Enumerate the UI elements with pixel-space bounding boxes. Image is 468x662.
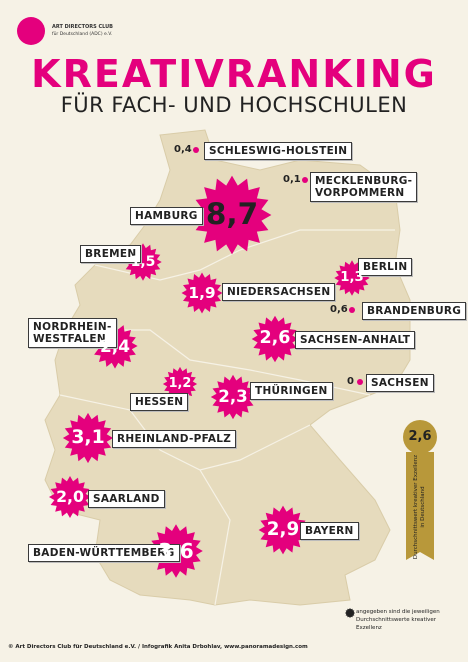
org-name: ART DIRECTORS CLUB	[52, 24, 113, 30]
state-marker	[349, 307, 355, 313]
state-value: 0,4	[174, 144, 192, 155]
average-label: Durchschnittswert kreativer Exzellenz in…	[413, 454, 426, 560]
legend-star	[345, 608, 355, 618]
state-star	[192, 175, 272, 255]
state-value: 3,1	[71, 426, 105, 448]
state-value: 3,6	[158, 538, 194, 563]
footer: © Art Directors Club für Deutschland e.V…	[8, 644, 308, 650]
state-value: 2,3	[218, 387, 248, 406]
average-ribbon	[406, 452, 434, 560]
state-label: BAYERN	[300, 522, 359, 540]
state-label: HESSEN	[130, 393, 189, 411]
average-value: 2,6	[408, 429, 432, 444]
state-label: NORDRHEIN- WESTFALEN	[28, 318, 117, 348]
state-star	[62, 412, 114, 464]
state-label: SAARLAND	[88, 490, 165, 508]
state-value: 1,2	[168, 376, 192, 392]
state-value: 1,5	[130, 253, 156, 270]
state-value: 2,0	[56, 486, 84, 506]
state-value: 1,9	[188, 283, 216, 302]
state-marker	[193, 147, 199, 153]
state-marker	[357, 379, 363, 385]
average-badge	[403, 420, 437, 454]
logo	[17, 17, 45, 45]
state-star	[181, 272, 223, 314]
state-label: HAMBURG	[130, 207, 203, 225]
state-value: 0,6	[330, 304, 348, 315]
state-label: SACHSEN	[366, 374, 434, 392]
state-label: SCHLESWIG-HOLSTEIN	[204, 142, 353, 160]
org-subtitle: für Deutschland (ADC) e.V.	[52, 32, 113, 37]
state-borders	[199, 469, 231, 606]
legend-text: angegeben sind die jeweiligen Durchschni…	[356, 609, 440, 631]
subtitle: FÜR FACH- UND HOCHSCHULEN	[60, 93, 408, 117]
state-label: NIEDERSACHSEN	[222, 283, 336, 301]
state-value: 1,3	[340, 270, 364, 286]
state-star	[258, 505, 308, 555]
state-marker	[302, 177, 308, 183]
state-label: MECKLENBURG- VORPOMMERN	[310, 172, 418, 202]
title: KREATIVRANKING	[31, 52, 437, 96]
state-star	[210, 374, 256, 420]
state-value: 2,6	[259, 328, 291, 349]
state-star	[49, 476, 91, 518]
state-label: RHEINLAND-PFALZ	[112, 430, 237, 448]
state-star	[162, 366, 198, 402]
state-label: BERLIN	[358, 258, 413, 276]
state-label: SACHSEN-ANHALT	[295, 331, 416, 349]
state-label: BRANDENBURG	[362, 302, 467, 320]
state-value: 8,7	[205, 197, 259, 232]
state-label: THÜRINGEN	[250, 382, 333, 400]
state-star	[251, 315, 299, 363]
state-label: BADEN-WÜRTTEMBERG	[28, 544, 180, 562]
state-value: 2,4	[99, 335, 130, 356]
state-label: BREMEN	[80, 245, 142, 263]
state-value: 0	[347, 376, 354, 387]
state-value: 0,1	[283, 174, 301, 185]
state-borders	[59, 394, 311, 471]
state-value: 2,9	[266, 519, 300, 540]
